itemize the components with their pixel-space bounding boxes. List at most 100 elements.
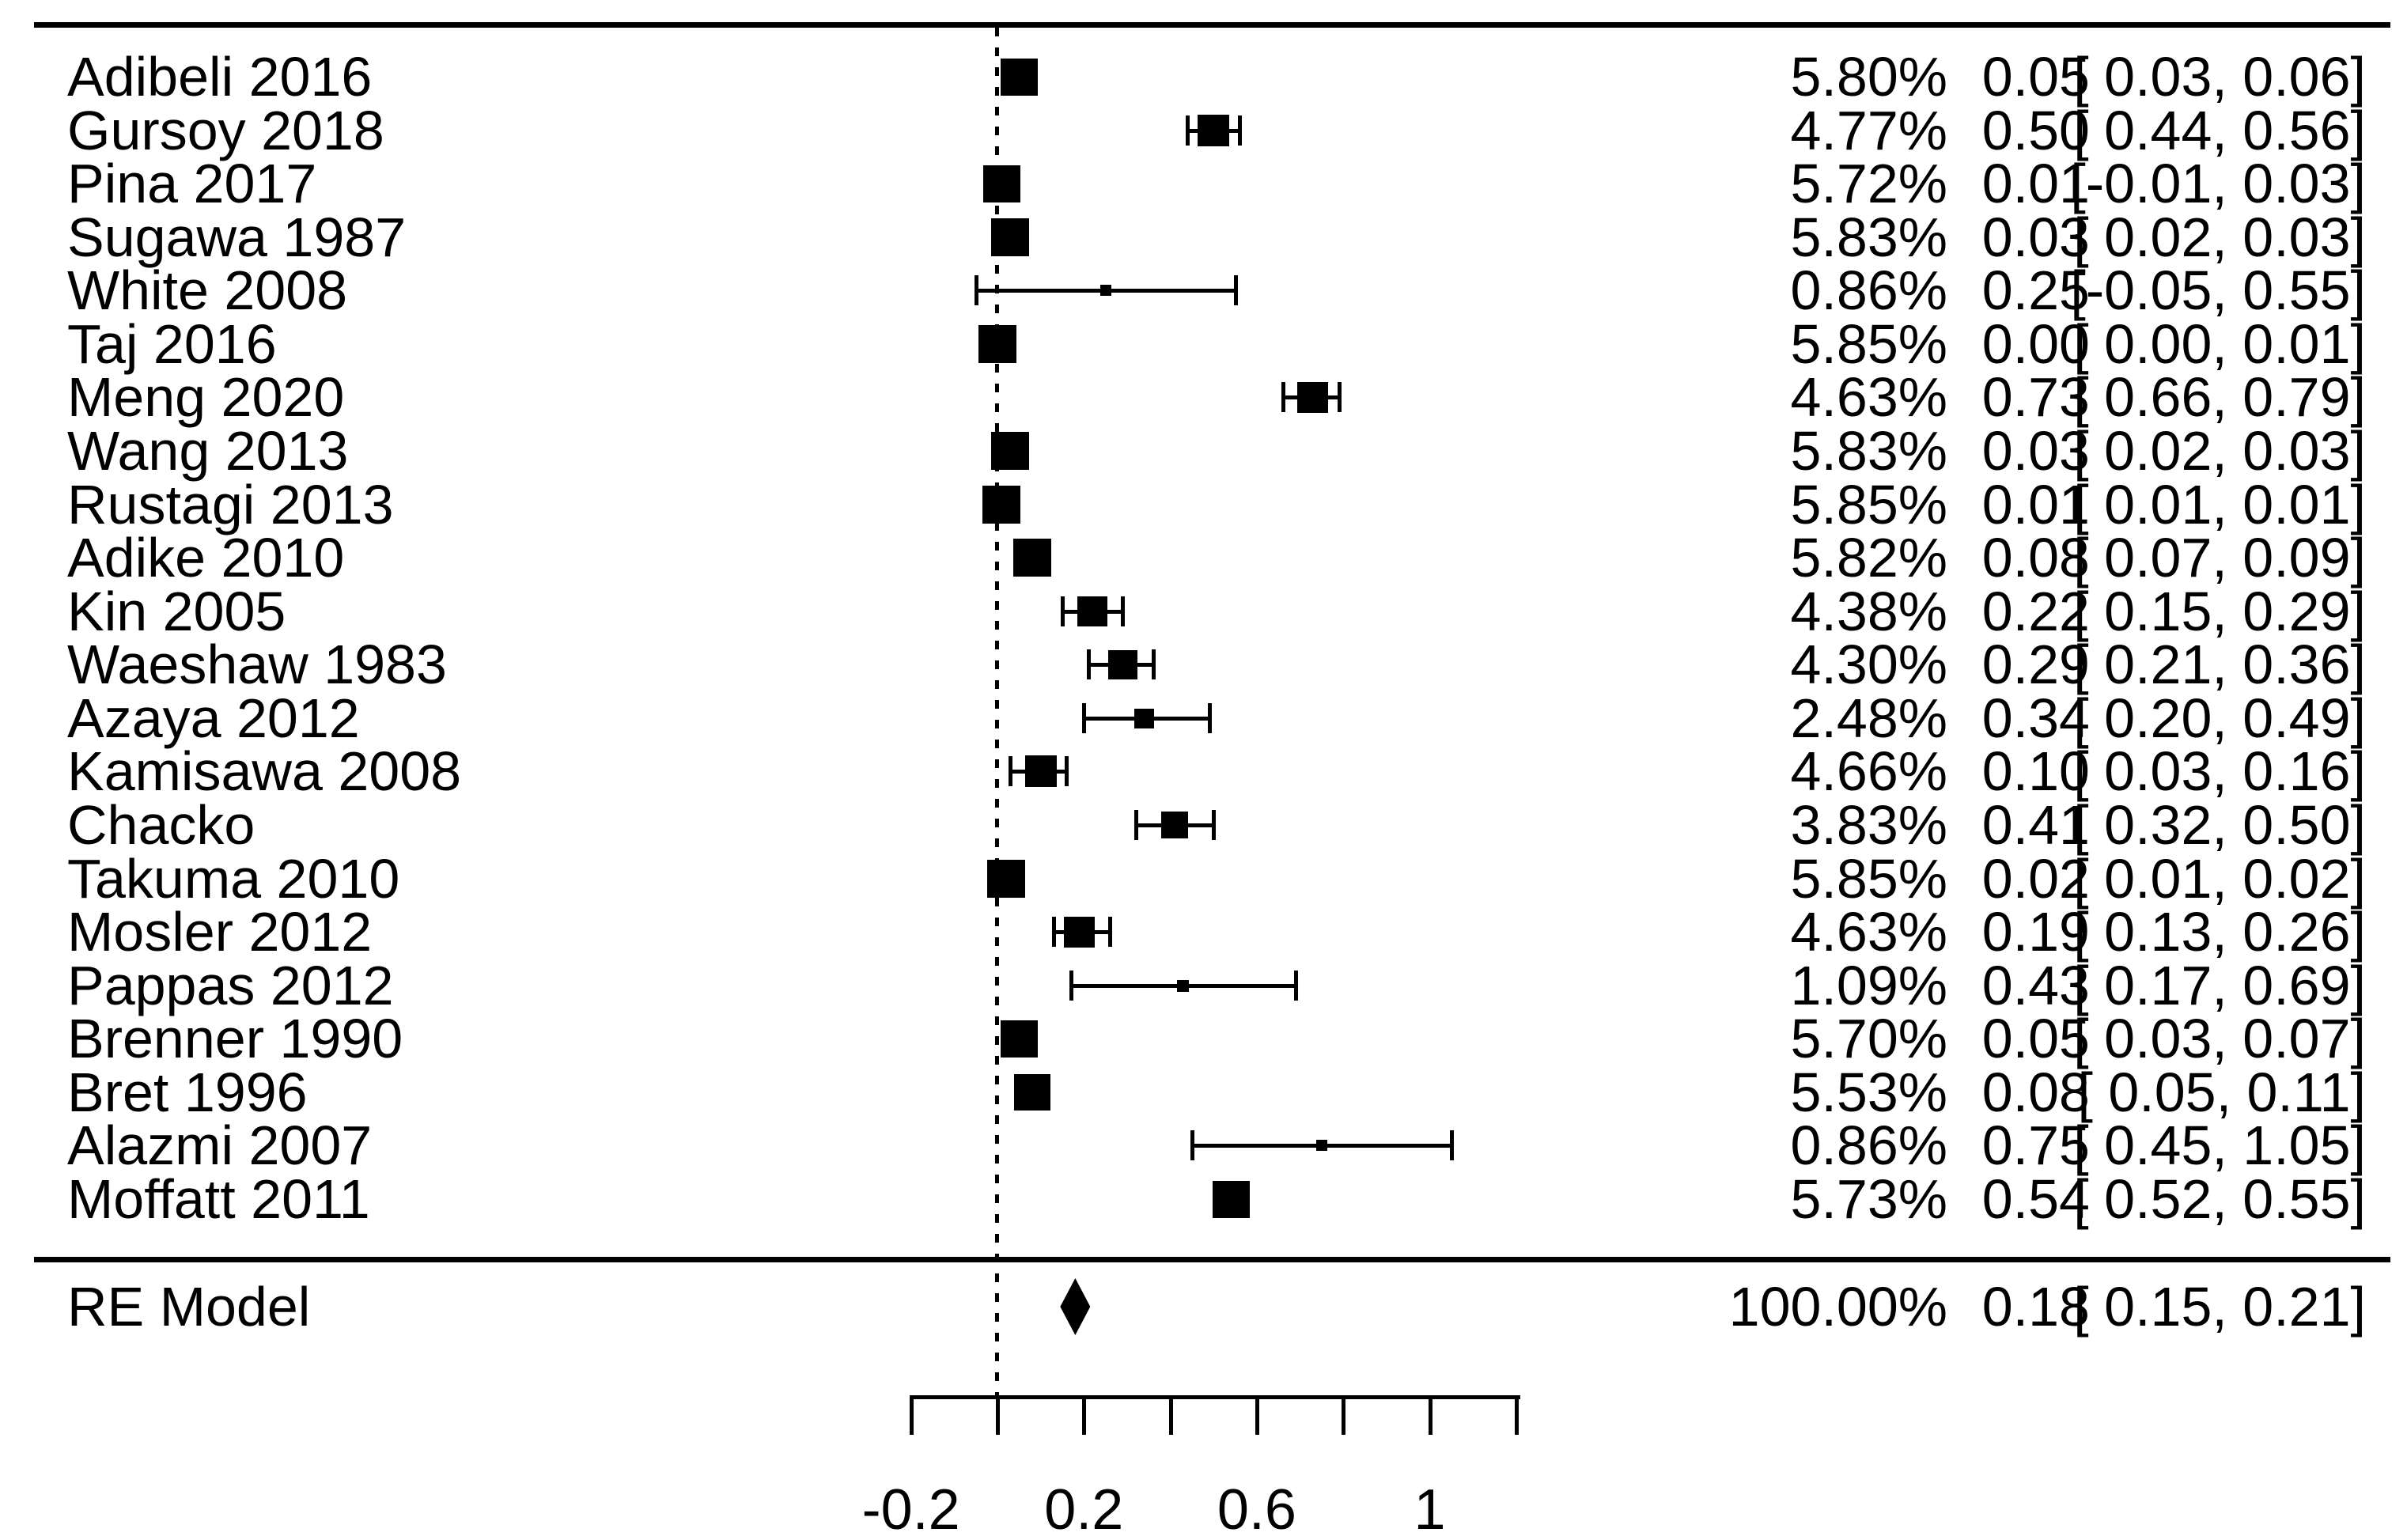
ci-value: [ 0.01, 0.02] — [2073, 848, 2366, 910]
estimate-square — [1297, 381, 1329, 413]
estimate-value: 0.50 — [1981, 100, 2090, 161]
ci-cap-left — [1069, 971, 1073, 1001]
estimate-square — [1000, 1020, 1038, 1058]
estimate-value: 0.08 — [1981, 527, 2090, 588]
weight-value: 5.53% — [1790, 1061, 1947, 1123]
top-rule — [34, 22, 2390, 28]
estimate-value: 0.19 — [1981, 901, 2090, 963]
estimate-square — [1177, 979, 1190, 992]
summary-label: RE Model — [67, 1276, 311, 1338]
study-label: Gursoy 2018 — [67, 100, 384, 161]
study-label: Taj 2016 — [67, 313, 277, 375]
study-label: Pappas 2012 — [67, 955, 394, 1016]
study-label: Pina 2017 — [67, 153, 317, 214]
estimate-square — [1024, 755, 1057, 787]
ci-cap-right — [1233, 275, 1238, 305]
study-label: Moffatt 2011 — [67, 1168, 370, 1230]
x-axis-tick — [996, 1395, 1000, 1435]
study-label: Azaya 2012 — [67, 687, 360, 749]
study-label: Meng 2020 — [67, 366, 345, 428]
ci-value: [ 0.05, 0.11] — [2077, 1061, 2366, 1123]
ci-cap-left — [1052, 917, 1057, 947]
ci-cap-right — [1121, 596, 1126, 626]
estimate-value: 0.08 — [1981, 1061, 2090, 1123]
estimate-square — [991, 218, 1030, 256]
estimate-square — [1013, 1074, 1050, 1111]
study-label: Takuma 2010 — [67, 848, 400, 910]
summary-weight-value: 100.00% — [1728, 1276, 1947, 1338]
weight-value: 4.66% — [1790, 740, 1947, 802]
study-label: Kin 2005 — [67, 581, 286, 642]
ci-value: [ 0.13, 0.26] — [2073, 901, 2366, 963]
ci-value: [ 0.03, 0.06] — [2073, 46, 2366, 108]
ci-value: [ 0.66, 0.79] — [2073, 366, 2366, 428]
ci-value: [ 0.02, 0.03] — [2073, 420, 2366, 482]
estimate-square — [1315, 1140, 1327, 1151]
study-label: Wang 2013 — [67, 420, 349, 482]
ci-cap-right — [1294, 971, 1299, 1001]
study-label: Kamisawa 2008 — [67, 740, 462, 802]
ci-cap-left — [1186, 115, 1190, 146]
study-label: Sugawa 1987 — [67, 206, 407, 268]
weight-value: 5.85% — [1790, 474, 1947, 535]
estimate-square — [982, 486, 1021, 524]
weight-value: 5.85% — [1790, 313, 1947, 375]
study-label: Waeshaw 1983 — [67, 634, 447, 695]
ci-value: [ 0.03, 0.16] — [2073, 740, 2366, 802]
estimate-value: 0.41 — [1981, 794, 2090, 856]
x-axis-tick — [1428, 1395, 1432, 1435]
weight-value: 4.63% — [1790, 901, 1947, 963]
ci-value: [ 0.01, 0.01] — [2073, 474, 2366, 535]
summary-divider-rule — [34, 1257, 2390, 1262]
weight-value: 4.63% — [1790, 366, 1947, 428]
estimate-value: 0.01 — [1981, 153, 2090, 214]
ci-cap-right — [1207, 703, 1212, 733]
study-label: Adike 2010 — [67, 527, 345, 588]
estimate-square — [1077, 596, 1108, 626]
weight-value: 5.72% — [1790, 153, 1947, 214]
ci-value: [ 0.20, 0.49] — [2073, 687, 2366, 749]
weight-value: 0.86% — [1790, 259, 1947, 321]
weight-value: 0.86% — [1790, 1114, 1947, 1176]
study-label: Mosler 2012 — [67, 901, 373, 963]
x-axis-line — [910, 1395, 1520, 1399]
estimate-value: 0.34 — [1981, 687, 2090, 749]
weight-value: 5.83% — [1790, 420, 1947, 482]
x-axis-tick — [1342, 1395, 1346, 1435]
x-axis-tick-label: -0.2 — [861, 1478, 960, 1540]
x-axis-tick-label: 1 — [1414, 1478, 1446, 1540]
estimate-square — [978, 325, 1016, 363]
zero-reference-line — [995, 28, 999, 1395]
estimate-value: 0.01 — [1981, 474, 2090, 535]
study-label: Rustagi 2013 — [67, 474, 394, 535]
estimate-square — [1107, 649, 1137, 679]
weight-value: 5.85% — [1790, 848, 1947, 910]
study-label: White 2008 — [67, 259, 348, 321]
weight-value: 1.09% — [1790, 955, 1947, 1016]
ci-cap-right — [1065, 756, 1069, 786]
ci-cap-left — [1082, 703, 1087, 733]
estimate-square — [1161, 812, 1189, 838]
estimate-square — [986, 860, 1025, 898]
x-axis-tick — [909, 1395, 914, 1435]
estimate-square — [1000, 58, 1038, 96]
ci-cap-left — [1281, 382, 1285, 412]
x-axis-tick-label: 0.2 — [1044, 1478, 1124, 1540]
weight-value: 4.38% — [1790, 581, 1947, 642]
ci-cap-left — [974, 275, 978, 305]
study-label: Chacko — [67, 794, 255, 856]
summary-ci-value: [ 0.15, 0.21] — [2073, 1276, 2366, 1338]
estimate-square — [982, 165, 1020, 202]
weight-value: 5.80% — [1790, 46, 1947, 108]
estimate-value: 0.05 — [1981, 46, 2090, 108]
estimate-value: 0.03 — [1981, 420, 2090, 482]
ci-value: [ 0.52, 0.55] — [2073, 1168, 2366, 1230]
estimate-value: 0.29 — [1981, 634, 2090, 695]
ci-cap-left — [1009, 756, 1013, 786]
estimate-value: 0.10 — [1981, 740, 2090, 802]
estimate-value: 0.25 — [1981, 259, 2090, 321]
ci-value: [ 0.02, 0.03] — [2073, 206, 2366, 268]
x-axis-tick — [1168, 1395, 1173, 1435]
study-label: Adibeli 2016 — [67, 46, 373, 108]
